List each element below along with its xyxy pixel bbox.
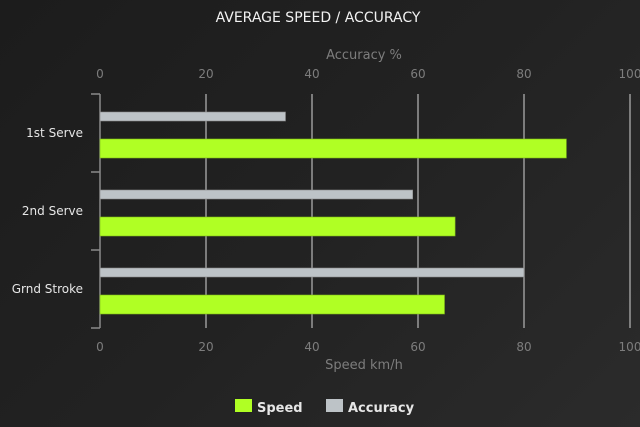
bar-speed: [99, 294, 445, 315]
bar-speed: [99, 138, 567, 159]
top-tick-label: 20: [198, 67, 213, 81]
bottom-tick-label: 40: [304, 340, 319, 354]
legend-label-accuracy: Accuracy: [348, 401, 415, 416]
bar-speed: [99, 216, 456, 237]
top-tick-label: 0: [96, 67, 104, 81]
category-label: 2nd Serve: [22, 204, 83, 218]
bottom-tick-label: 100: [619, 340, 640, 354]
bottom-tick-label: 20: [198, 340, 213, 354]
bar-accuracy: [99, 111, 286, 122]
bottom-tick-label: 60: [410, 340, 425, 354]
legend-swatch-accuracy: [326, 399, 343, 412]
top-tick-label: 60: [410, 67, 425, 81]
chart-title: AVERAGE SPEED / ACCURACY: [216, 10, 421, 26]
legend-label-speed: Speed: [257, 401, 303, 416]
bottom-tick-label: 80: [516, 340, 531, 354]
top-tick-label: 40: [304, 67, 319, 81]
legend: Speed Accuracy: [235, 399, 415, 416]
bottom-tick-label: 0: [96, 340, 104, 354]
top-tick-label: 100: [619, 67, 640, 81]
bar-accuracy: [99, 267, 525, 278]
legend-swatch-speed: [235, 399, 252, 412]
bar-accuracy: [99, 189, 414, 200]
category-label: 1st Serve: [26, 126, 83, 140]
top-tick-label: 80: [516, 67, 531, 81]
top-axis-title: Accuracy %: [326, 48, 402, 63]
bottom-axis-title: Speed km/h: [325, 358, 403, 373]
category-label: Grnd Stroke: [12, 282, 83, 296]
